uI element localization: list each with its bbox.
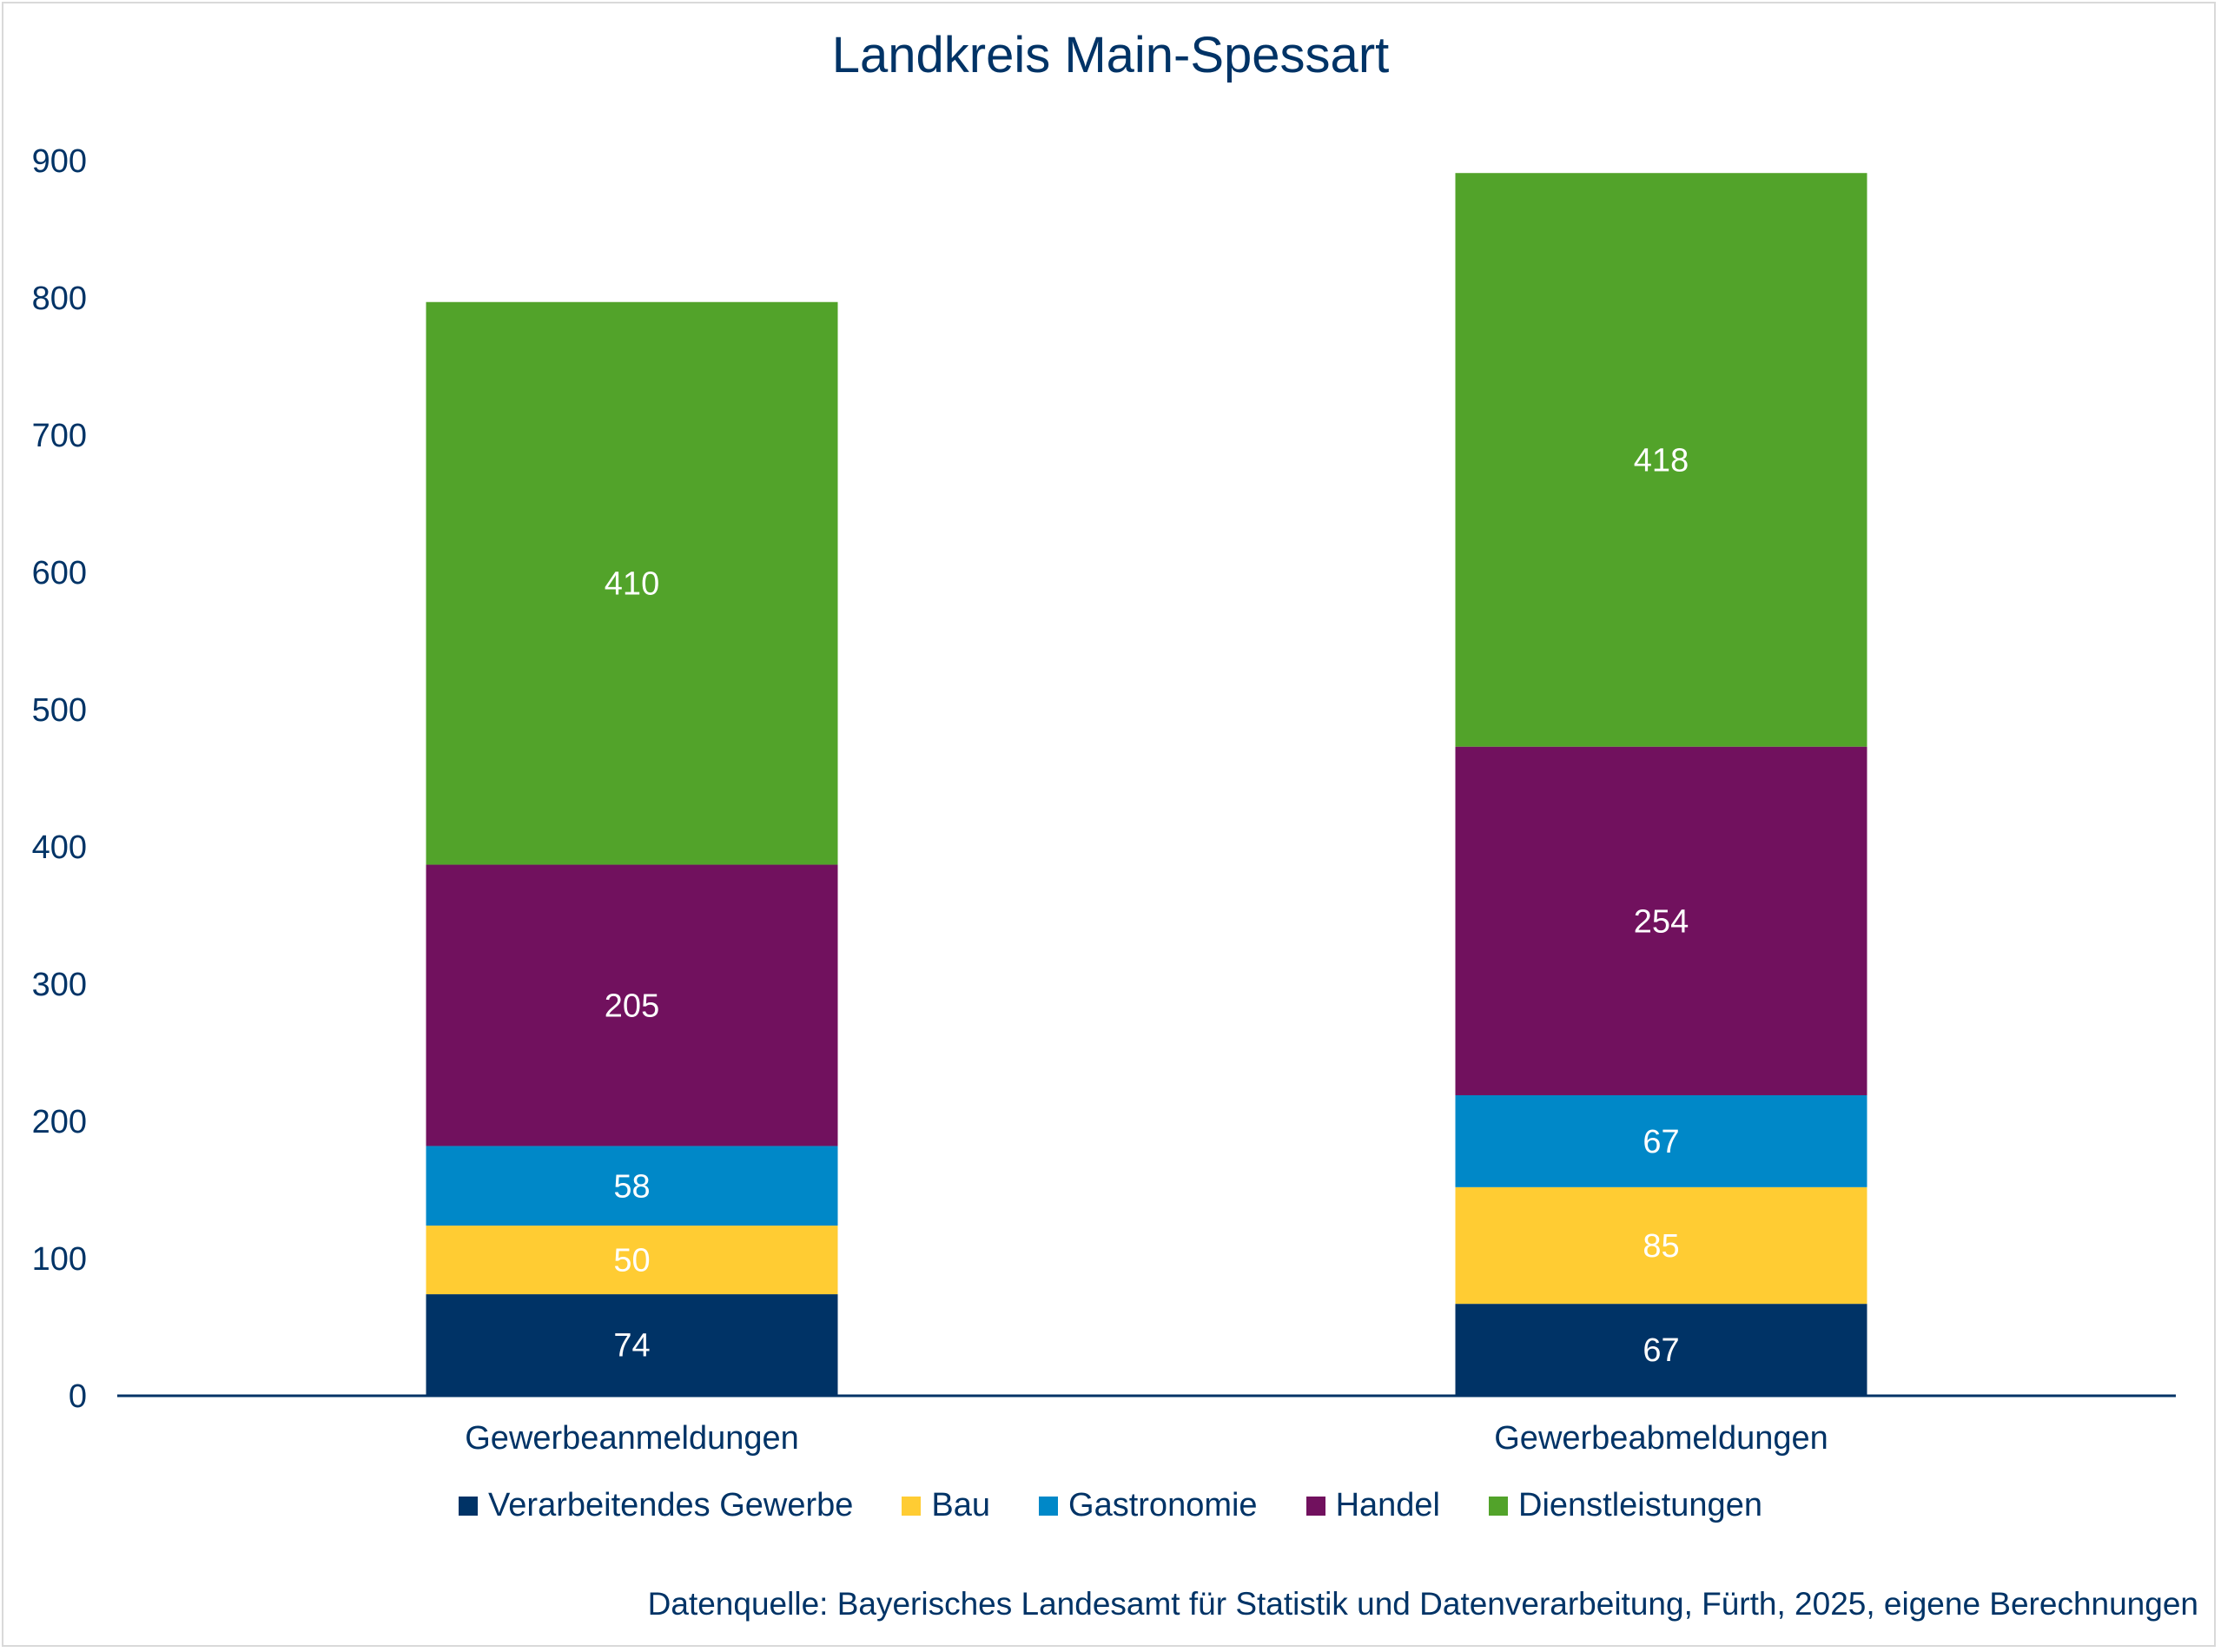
bar-dienstleistungen bbox=[426, 301, 838, 865]
legend-swatch bbox=[902, 1496, 922, 1516]
y-axis-ticks: 0 100 200 300 400 500 600 700 800 900 bbox=[32, 143, 87, 1415]
legend-item-bau: Bau bbox=[902, 1487, 990, 1524]
legend-label: Dienstleistungen bbox=[1518, 1487, 1762, 1523]
legend-swatch bbox=[1305, 1496, 1325, 1516]
y-tick-label: 100 bbox=[32, 1241, 87, 1278]
data-label: 50 bbox=[613, 1243, 650, 1279]
y-tick-label: 200 bbox=[32, 1104, 87, 1140]
data-label: 205 bbox=[605, 988, 659, 1024]
chart-title: Landkreis Main-Spessart bbox=[831, 27, 1390, 83]
legend-swatch bbox=[459, 1496, 479, 1516]
x-tick-label: Gewerbeabmeldungen bbox=[1494, 1420, 1828, 1457]
bar-verarbeitendes-gewerbe bbox=[426, 1294, 838, 1396]
legend-item-verarbeitendes-gewerbe: Verarbeitendes Gewerbe bbox=[459, 1487, 853, 1524]
legend-label: Verarbeitendes Gewerbe bbox=[488, 1487, 854, 1523]
bar-bau bbox=[1455, 1186, 1867, 1305]
y-tick-label: 0 bbox=[69, 1378, 87, 1415]
data-labels: 74 50 58 205 410 67 85 67 254 418 bbox=[605, 442, 1689, 1369]
y-tick-label: 400 bbox=[32, 829, 87, 866]
data-label: 67 bbox=[1643, 1332, 1679, 1369]
y-tick-label: 800 bbox=[32, 281, 87, 317]
y-tick-label: 300 bbox=[32, 967, 87, 1003]
legend-label: Bau bbox=[931, 1487, 991, 1523]
y-tick-label: 600 bbox=[32, 555, 87, 591]
legend-swatch bbox=[1039, 1496, 1059, 1516]
y-tick-label: 900 bbox=[32, 143, 87, 180]
bar-handel bbox=[426, 864, 838, 1146]
data-label: 418 bbox=[1634, 442, 1689, 479]
data-label: 58 bbox=[613, 1168, 650, 1205]
data-label: 254 bbox=[1634, 903, 1689, 940]
bar-dienstleistungen bbox=[1455, 173, 1867, 747]
legend-item-handel: Handel bbox=[1305, 1487, 1440, 1524]
bar-gastronomie bbox=[1455, 1094, 1867, 1187]
bar-verarbeitendes-gewerbe bbox=[1455, 1304, 1867, 1396]
legend-item-gastronomie: Gastronomie bbox=[1039, 1487, 1258, 1524]
bar-bau bbox=[426, 1226, 838, 1295]
y-tick-label: 500 bbox=[32, 692, 87, 729]
legend-item-dienstleistungen: Dienstleistungen bbox=[1489, 1487, 1762, 1524]
bars bbox=[426, 173, 1867, 1396]
data-label: 74 bbox=[613, 1328, 650, 1365]
bar-handel bbox=[1455, 746, 1867, 1095]
legend-swatch bbox=[1489, 1496, 1508, 1516]
y-tick-label: 700 bbox=[32, 418, 87, 454]
data-label: 67 bbox=[1643, 1124, 1679, 1160]
bar-gastronomie bbox=[426, 1146, 838, 1226]
data-source-note: Datenquelle: Bayerisches Landesamt für S… bbox=[647, 1586, 2198, 1622]
x-tick-label: Gewerbeanmeldungen bbox=[465, 1420, 799, 1457]
legend-label: Gastronomie bbox=[1068, 1487, 1258, 1523]
data-label: 85 bbox=[1643, 1228, 1679, 1265]
legend-label: Handel bbox=[1335, 1487, 1440, 1523]
data-label: 410 bbox=[605, 566, 659, 603]
legend: Verarbeitendes Gewerbe Bau Gastronomie Hand… bbox=[0, 1487, 2221, 1524]
x-axis-labels: Gewerbeanmeldungen Gewerbeabmeldungen bbox=[465, 1420, 1828, 1457]
